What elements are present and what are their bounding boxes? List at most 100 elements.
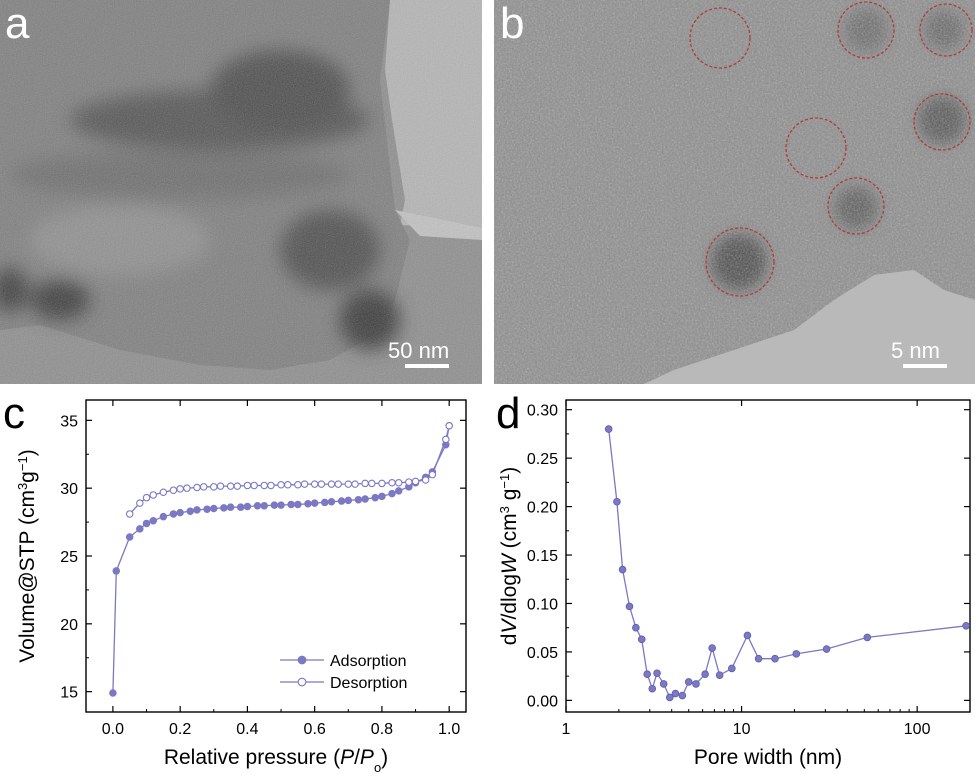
data-point-adsorption (260, 502, 268, 510)
y-tick-label: 15 (60, 685, 78, 702)
data-point-adsorption (125, 533, 134, 541)
data-point (692, 680, 700, 688)
data-point-desorption (226, 482, 235, 490)
data-point (715, 671, 724, 679)
data-point-desorption (411, 477, 420, 486)
data-point (701, 670, 709, 679)
data-point (665, 693, 674, 702)
data-point-desorption (142, 493, 151, 502)
data-point-desorption (388, 478, 396, 487)
data-point-desorption (317, 480, 326, 488)
lattice-circle (837, 1, 895, 59)
panel-label-c: c (3, 389, 25, 438)
data-point-desorption (159, 488, 168, 496)
x-tick-label: 0.4 (236, 721, 258, 738)
y-tick-label: 0.30 (527, 403, 558, 420)
legend-label: Desorption (330, 675, 407, 692)
data-point-desorption (351, 480, 359, 488)
x-axis-label: Relative pressure (P/Po) (164, 746, 388, 774)
y-tick-label: 0.05 (527, 645, 558, 662)
data-point (708, 644, 716, 652)
data-point-desorption (405, 478, 413, 486)
data-point-adsorption (112, 567, 121, 575)
scale-bar-label-b: 5 nm (891, 338, 940, 363)
data-point-adsorption (136, 525, 144, 533)
data-point-desorption (284, 481, 292, 489)
data-point-adsorption (287, 500, 295, 509)
x-tick-label: 10 (733, 721, 751, 738)
data-point-adsorption (310, 499, 319, 507)
data-point-desorption (125, 510, 134, 518)
data-point-adsorption (226, 503, 235, 511)
data-point (792, 650, 801, 658)
y-tick-label: 0.15 (527, 548, 558, 565)
data-point-desorption (344, 480, 353, 488)
lattice-circle (785, 117, 847, 179)
data-point (618, 565, 627, 574)
data-point-adsorption (361, 495, 369, 503)
lattice-circle (919, 3, 973, 57)
panel-label-d: d (496, 389, 521, 438)
x-tick-label: 1.0 (438, 721, 460, 738)
data-point-adsorption (337, 497, 346, 505)
legend-marker (297, 677, 307, 687)
series-line (608, 429, 967, 699)
chart-d-frame (565, 399, 971, 713)
chart-c-isotherm: 0.0 0.2 0.4 0.6 0.8 1.0 15 20 25 30 35 Relative pre… (15, 399, 467, 774)
x-tick-label: 1 (562, 721, 571, 738)
data-point (671, 689, 680, 698)
legend-label: Adsorption (330, 653, 407, 670)
data-point-adsorption (270, 501, 279, 509)
y-tick-label: 0.00 (527, 693, 558, 710)
y-tick-label: 0.10 (527, 596, 558, 613)
scale-bar-b (903, 364, 947, 368)
data-point-adsorption (186, 507, 194, 515)
data-point (625, 602, 634, 611)
data-point (684, 678, 693, 686)
panel-label-b: b (500, 0, 525, 48)
data-point-desorption (327, 480, 336, 488)
x-axis-label: Pore width (nm) (694, 746, 842, 769)
x-tick-label: 100 (904, 721, 931, 738)
data-point (653, 669, 661, 678)
data-point (659, 680, 668, 688)
data-point-desorption (394, 478, 403, 487)
data-point (743, 631, 752, 640)
data-point-adsorption (142, 519, 151, 528)
data-point-desorption (277, 481, 285, 489)
chart-d-pore-distribution: 1 10 100 0.00 0.05 0.10 0.15 0.20 0.25 0.30 Pore w… (497, 399, 971, 769)
data-point-desorption (233, 482, 242, 490)
data-point-desorption (442, 435, 450, 444)
data-point-desorption (250, 481, 258, 490)
y-tick-label: 30 (60, 481, 78, 498)
data-point-adsorption (203, 505, 211, 513)
data-point-adsorption (236, 503, 245, 511)
data-point-adsorption (378, 492, 386, 501)
data-point-desorption (260, 481, 268, 490)
data-point-desorption (361, 479, 369, 488)
chart-c-frame (85, 399, 467, 713)
legend-marker (297, 655, 307, 665)
data-point-adsorption (321, 498, 329, 507)
lattice-circle (689, 7, 751, 69)
data-point-desorption (183, 484, 191, 492)
data-point-desorption (199, 483, 208, 491)
data-point-desorption (136, 499, 144, 507)
x-tick-label: 0.8 (371, 721, 393, 738)
y-tick-label: 35 (60, 413, 78, 430)
lattice-circle (827, 177, 885, 235)
data-point-adsorption (159, 512, 168, 521)
data-point-adsorption (176, 508, 184, 517)
scale-bar-label-a: 50 nm (388, 338, 450, 363)
data-point-adsorption (149, 516, 158, 525)
y-tick-label: 0.25 (527, 451, 558, 468)
y-axis-label: dV/dlogW (cm3 g−1) (497, 467, 522, 645)
tem-image-b-graphic (494, 0, 975, 384)
x-tick-label: 0.2 (169, 721, 191, 738)
data-point (771, 654, 779, 663)
data-point-adsorption (294, 500, 302, 509)
data-point-adsorption (354, 495, 363, 504)
data-point-adsorption (277, 501, 285, 509)
y-axis-label: Volume@STP (cm3g−1) (15, 449, 40, 662)
